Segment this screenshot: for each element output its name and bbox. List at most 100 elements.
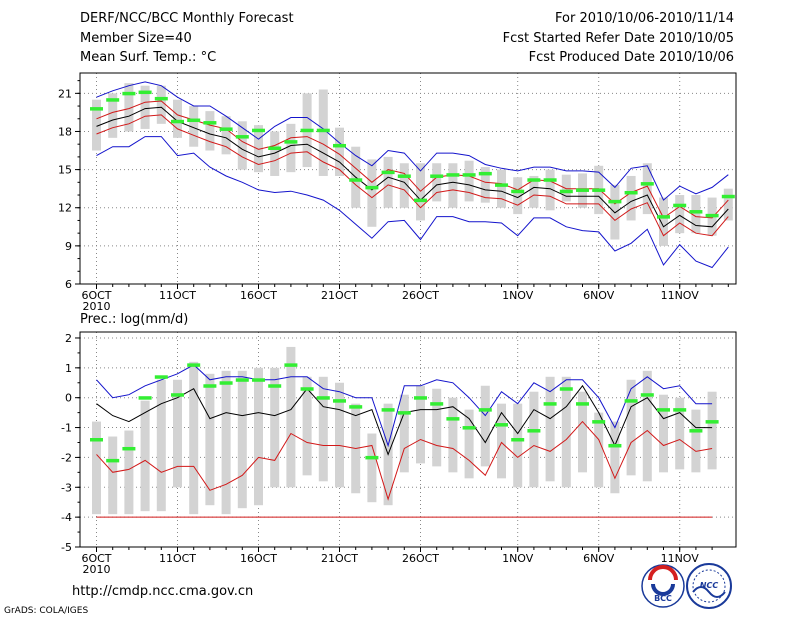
- temp-series-max: [96, 81, 729, 201]
- temp-observed-marker: [316, 128, 330, 133]
- prec-ytick-label: -4: [61, 511, 72, 524]
- temp-xtick-label: 21OCT: [321, 289, 358, 302]
- forecast-produced-date: Fcst Produced Date 2010/10/06: [529, 50, 734, 65]
- prec-spread-box: [399, 394, 409, 473]
- temp-observed-marker: [235, 135, 249, 139]
- bcc-logo: BCC: [641, 564, 685, 608]
- temp-spread-box: [156, 85, 166, 124]
- temp-spread-box: [723, 188, 733, 221]
- temp-year-label: 2010: [83, 300, 111, 313]
- temp-observed-marker: [478, 171, 492, 176]
- prec-ytick-label: -3: [61, 481, 72, 494]
- prec-ytick-label: -1: [61, 422, 72, 435]
- prec-spread-box: [367, 433, 377, 503]
- prec-ytick-label: 0: [65, 392, 72, 405]
- prec-spread-box: [707, 391, 717, 470]
- prec-xtick-label: 6OCT: [81, 552, 111, 565]
- temp-observed-marker: [333, 143, 346, 148]
- prec-spread-box: [140, 400, 150, 512]
- forecast-period: For 2010/10/06-2010/11/14: [555, 11, 734, 26]
- prec-spread-box: [691, 409, 701, 473]
- prec-spread-box: [318, 376, 328, 482]
- prec-spread-box: [173, 379, 182, 488]
- temp-ytick-label: 12: [58, 202, 72, 215]
- temp-spread-box: [642, 163, 652, 215]
- prec-spread-box: [675, 397, 685, 470]
- prec-observed-marker: [381, 408, 395, 412]
- ncc-logo: NCC: [686, 563, 732, 609]
- prec-observed-marker: [559, 387, 573, 391]
- temp-series-upper: [96, 100, 729, 219]
- temp-observed-marker: [576, 188, 589, 192]
- temp-spread-box: [497, 169, 506, 208]
- temp-xtick-label: 6NOV: [583, 289, 615, 302]
- temp-spread-box: [464, 160, 474, 202]
- prec-spread-box: [108, 436, 118, 515]
- prec-observed-marker: [576, 402, 589, 406]
- temp-spread-box: [626, 175, 636, 221]
- prec-observed-marker: [106, 458, 120, 463]
- temperature-panel: 6 9 12 15 18 21 6OCT 11OCT 16OCT 21OCT 26OCT 1NOV 6N…: [58, 72, 737, 313]
- prec-observed-marker: [462, 426, 476, 430]
- temp-spread-box: [480, 167, 490, 203]
- temp-observed-marker: [381, 170, 395, 175]
- temp-observed-marker: [511, 189, 525, 194]
- prec-spread-box: [432, 388, 442, 467]
- prec-spread-box: [270, 367, 280, 488]
- temp-observed-marker: [608, 199, 622, 204]
- temp-spread-box: [367, 159, 377, 227]
- prec-observed-marker: [122, 446, 136, 451]
- prec-spread-box: [626, 379, 636, 476]
- temp-spread-box: [691, 195, 701, 234]
- temp-observed-marker: [462, 173, 476, 177]
- prec-ytick-label: 2: [65, 332, 72, 345]
- prec-observed-marker: [365, 455, 379, 460]
- prec-observed-marker: [268, 384, 282, 388]
- variable-label: Mean Surf. Temp.: °C: [80, 50, 216, 65]
- prec-spread-box: [513, 403, 523, 488]
- prec-observed-marker: [543, 402, 557, 406]
- temp-observed-marker: [624, 190, 638, 195]
- prec-spread-box: [578, 391, 587, 473]
- prec-spread-box: [189, 361, 199, 515]
- temp-spread-box: [140, 85, 150, 129]
- temp-xtick-label: 11OCT: [159, 289, 196, 302]
- temp-observed-marker: [300, 128, 314, 133]
- prec-spread-box: [286, 346, 296, 488]
- prec-observed-marker: [430, 402, 444, 406]
- temp-spread-box: [270, 131, 280, 176]
- prec-observed-marker: [90, 438, 103, 442]
- temp-observed-marker: [284, 140, 298, 144]
- prec-observed-marker: [333, 399, 346, 403]
- temp-xtick-label: 11NOV: [661, 289, 700, 302]
- prec-observed-marker: [171, 393, 184, 397]
- temp-spread-box: [383, 156, 393, 208]
- temp-spread-box: [659, 197, 668, 246]
- prec-ytick-label: -2: [61, 451, 72, 464]
- prec-observed-marker: [349, 405, 363, 409]
- temp-observed-marker: [640, 182, 654, 186]
- temp-series-mean: [96, 106, 729, 228]
- temp-xtick-label: 16OCT: [240, 289, 277, 302]
- temp-ytick-label: 6: [65, 278, 72, 291]
- temp-observed-marker: [203, 121, 217, 125]
- prec-spread-box: [464, 409, 474, 479]
- prec-spread-box: [642, 370, 652, 482]
- prec-observed-marker: [138, 396, 152, 400]
- prec-observed-marker: [689, 429, 703, 433]
- temp-spread-box: [286, 123, 296, 173]
- prec-spread-box: [221, 370, 231, 515]
- prec-spread-box: [610, 421, 620, 494]
- prec-frame: [79, 331, 737, 548]
- prec-year-label: 2010: [83, 563, 111, 576]
- prec-series-upper: [96, 364, 713, 448]
- prec-observed-marker: [414, 396, 427, 400]
- temp-spread-box: [545, 169, 555, 211]
- prec-observed-marker: [397, 411, 411, 415]
- temp-spread-box: [92, 99, 101, 151]
- prec-observed-marker: [608, 443, 622, 448]
- temp-frame: [79, 72, 737, 285]
- temp-observed-marker: [187, 118, 201, 123]
- prec-xtick-label: 11NOV: [661, 552, 700, 565]
